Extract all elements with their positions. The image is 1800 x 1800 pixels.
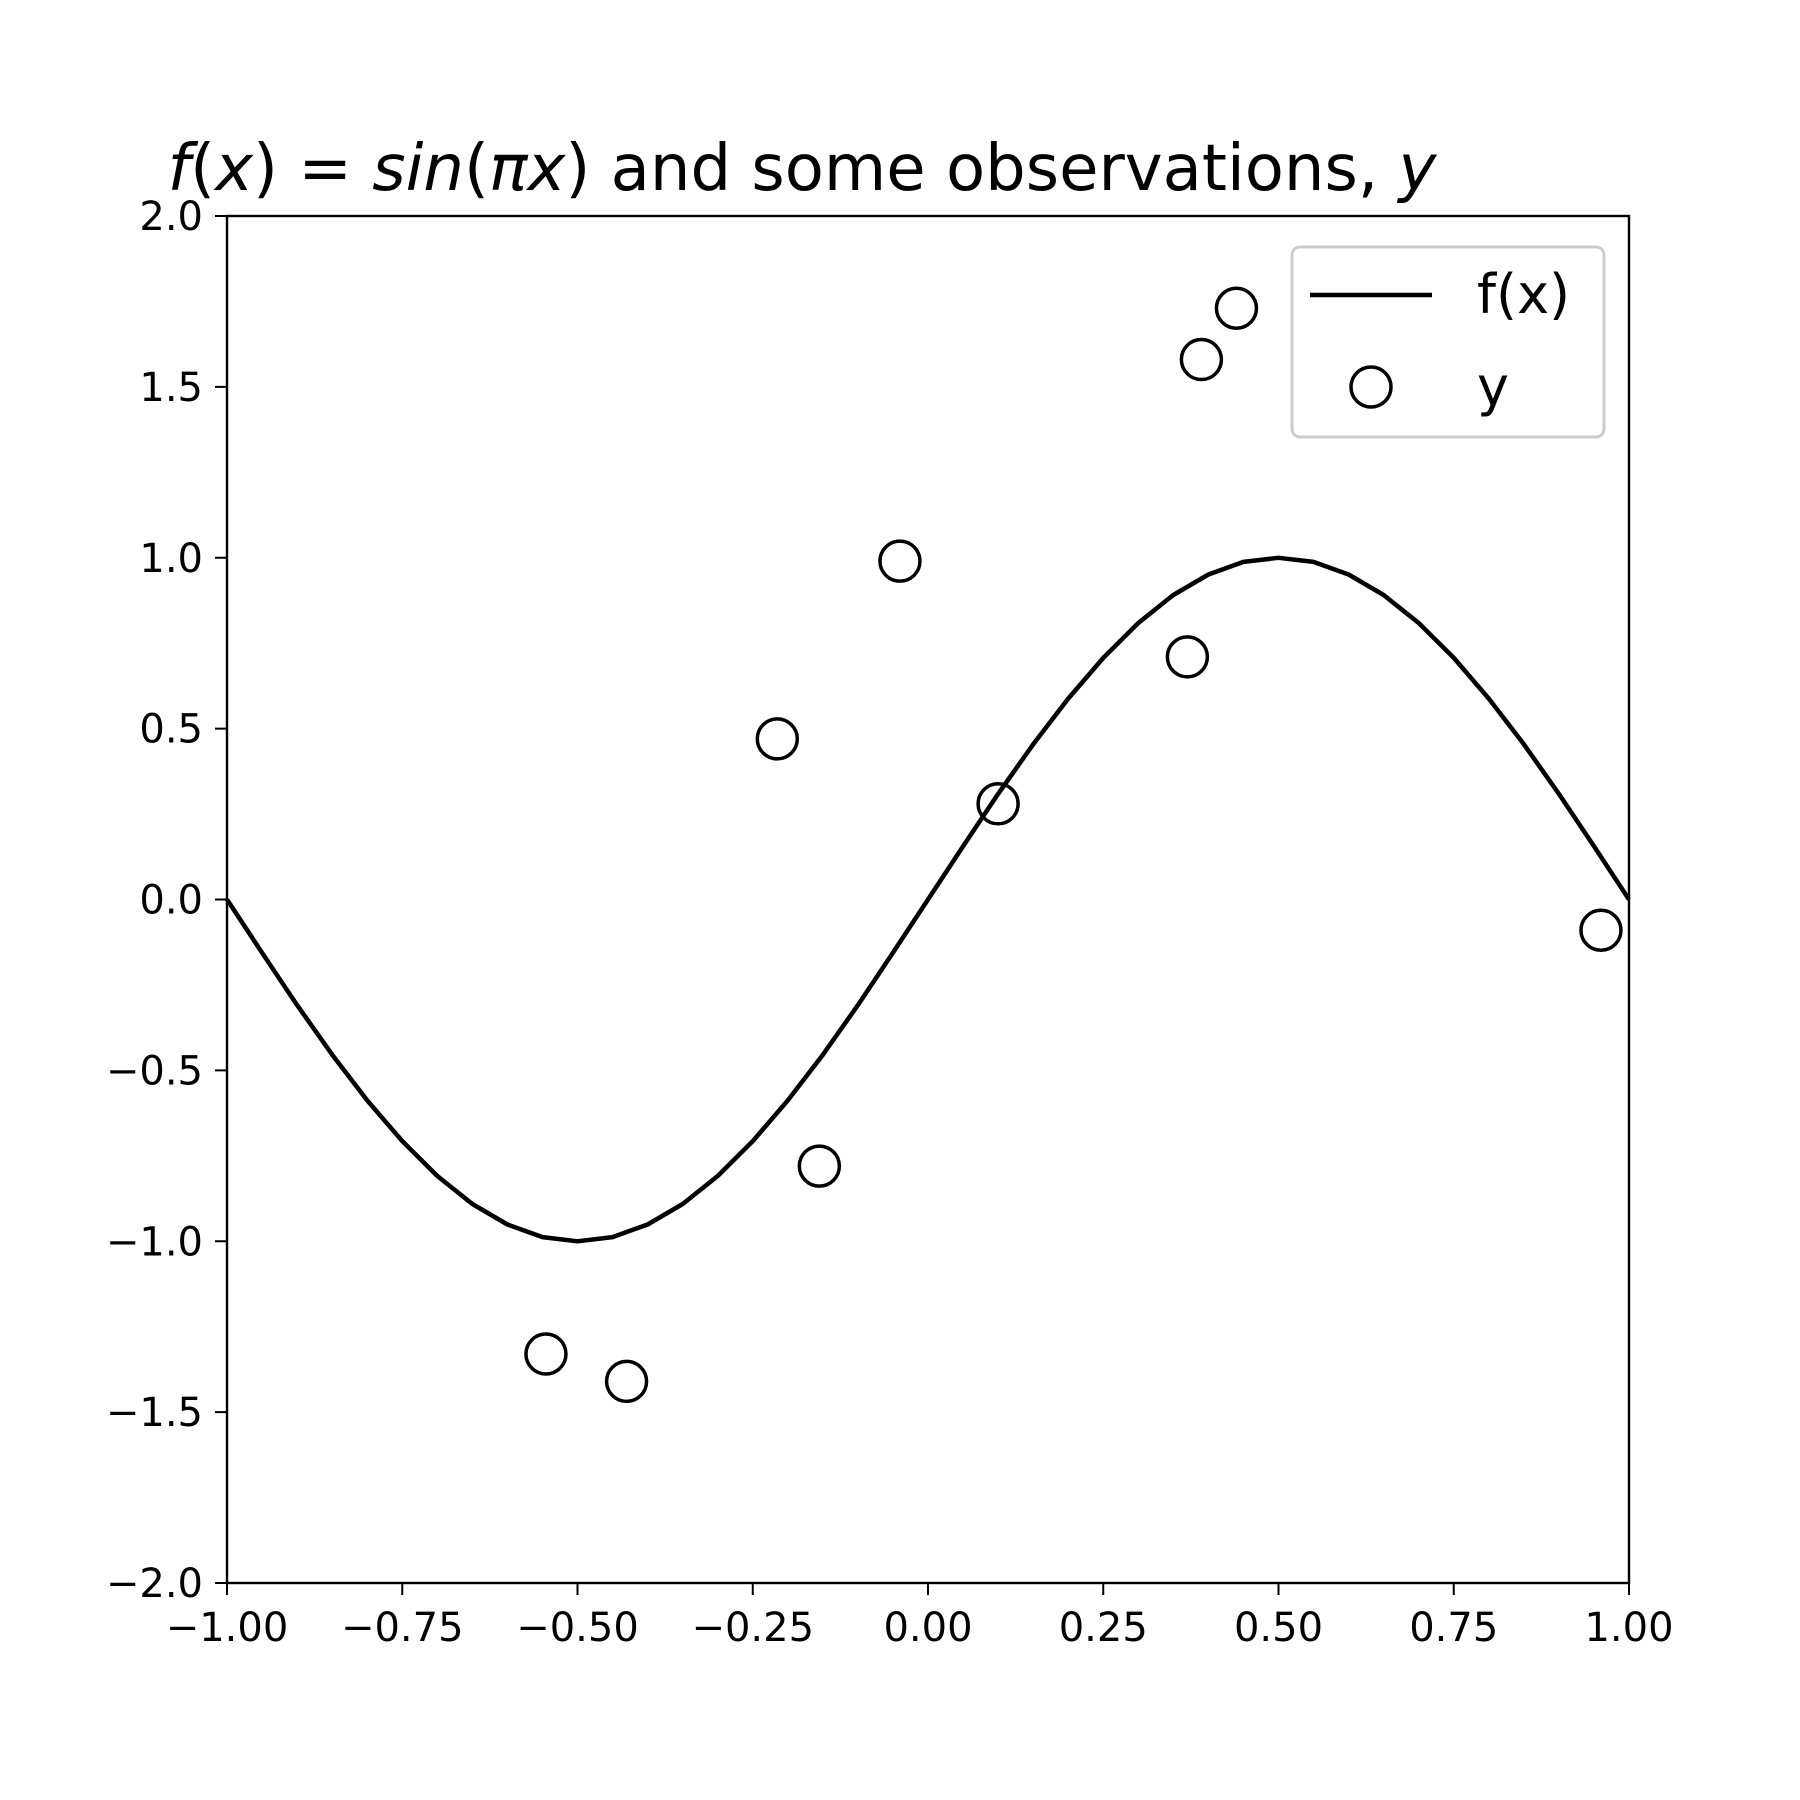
x-tick-label: −0.25: [691, 1605, 814, 1651]
observation-point: [1179, 337, 1224, 382]
y-tick-label: 0.5: [139, 707, 203, 753]
series-layer: [225, 286, 1631, 1404]
x-tick-label: 0.75: [1409, 1605, 1498, 1651]
title-part: (: [190, 132, 215, 206]
y-tick-label: −2.0: [106, 1561, 203, 1607]
y-tick-label: 0.0: [139, 878, 203, 924]
y-tick-label: −0.5: [106, 1048, 203, 1094]
y-tick-label: 1.5: [139, 365, 203, 411]
observation-point: [976, 782, 1020, 826]
title-part: y: [1397, 132, 1438, 206]
chart-title: f(x) = sin(πx) and some observations, y: [168, 132, 1438, 206]
title-part: x: [213, 132, 254, 206]
y-tick-label: 2.0: [139, 194, 203, 240]
observation-point: [1214, 286, 1259, 331]
y-tick-label: 1.0: [139, 536, 203, 582]
x-tick-label: 0.50: [1234, 1605, 1323, 1651]
title-part: sin: [372, 132, 464, 206]
series-line-fx: [225, 555, 1631, 1244]
observation-point: [604, 1359, 649, 1404]
x-tick-label: −0.75: [341, 1605, 464, 1651]
observation-point: [1579, 908, 1623, 953]
title-part: (: [464, 132, 489, 206]
title-part: πx: [489, 132, 567, 206]
legend-label-y: y: [1477, 355, 1509, 418]
x-tick-label: 0.00: [883, 1605, 972, 1651]
observation-point: [878, 539, 922, 583]
y-tick-label: −1.5: [106, 1390, 203, 1436]
legend: f(x) y: [1290, 245, 1606, 439]
x-tick-label: 1.00: [1584, 1605, 1673, 1651]
observation-point: [797, 1144, 842, 1188]
title-part: ) and some observations,: [565, 132, 1398, 206]
observation-point: [755, 717, 800, 761]
observation-point: [524, 1332, 568, 1376]
y-tick-label: −1.0: [106, 1219, 203, 1265]
x-tick-label: −0.50: [516, 1605, 639, 1651]
observation-point: [1165, 635, 1210, 679]
legend-label-fx: f(x): [1477, 263, 1570, 326]
legend-marker-swatch: [1349, 365, 1393, 409]
x-tick-label: −1.00: [166, 1605, 289, 1651]
y-axis: 2.0 1.5 1.0 0.5 0.0 −0.5 −1.0 −1.5 −2.0: [106, 194, 227, 1607]
title-part: ) =: [253, 132, 372, 206]
x-axis: −1.00 −0.75 −0.50 −0.25 0.00 0.25 0.50 0.75 1.00: [166, 1583, 1674, 1651]
x-tick-label: 0.25: [1059, 1605, 1148, 1651]
